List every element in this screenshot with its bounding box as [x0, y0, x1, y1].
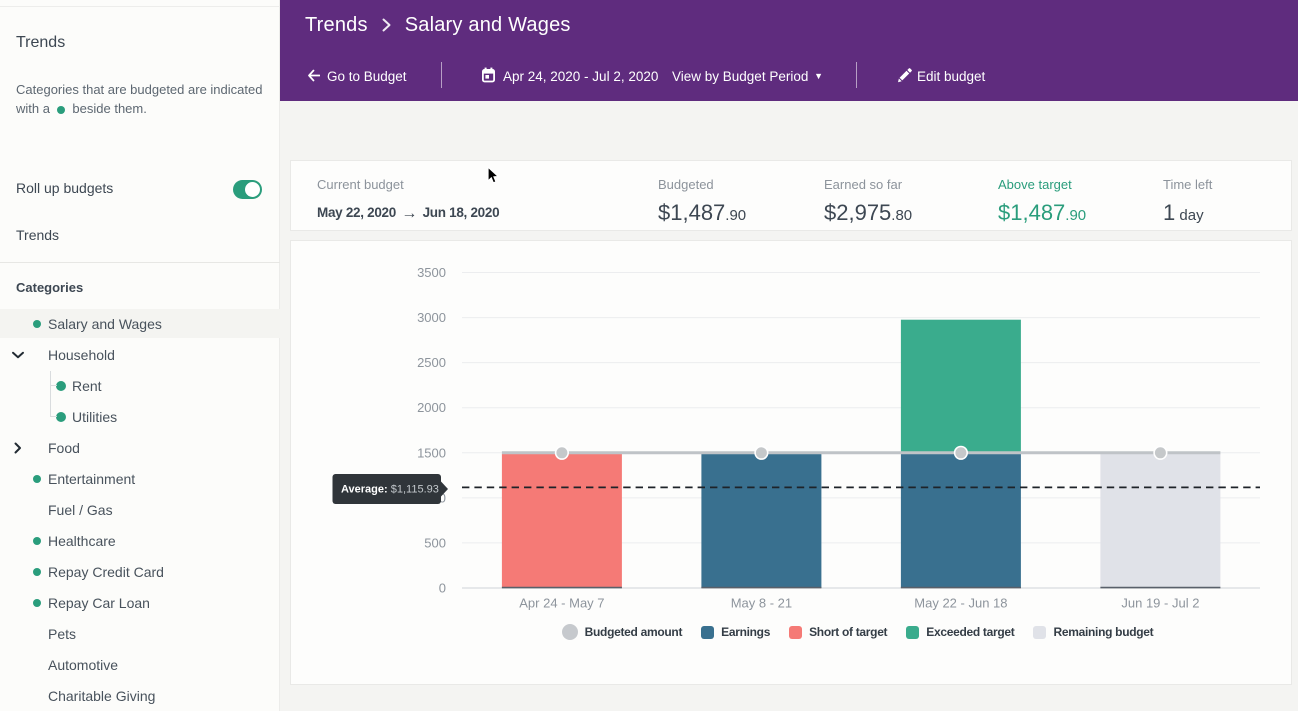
svg-text:Apr 24 - May 7: Apr 24 - May 7: [519, 596, 604, 611]
svg-text:1500: 1500: [417, 445, 446, 460]
svg-text:Jun 19 - Jul 2: Jun 19 - Jul 2: [1121, 596, 1199, 611]
svg-text:2000: 2000: [417, 400, 446, 415]
svg-text:May 8 - 21: May 8 - 21: [731, 596, 792, 611]
svg-text:3000: 3000: [417, 310, 446, 325]
svg-text:2500: 2500: [417, 355, 446, 370]
svg-text:0: 0: [439, 581, 446, 596]
svg-text:500: 500: [424, 535, 446, 550]
svg-text:May 22 - Jun 18: May 22 - Jun 18: [914, 596, 1007, 611]
svg-text:Average: $1,115.93: Average: $1,115.93: [341, 484, 439, 496]
svg-text:3500: 3500: [417, 265, 446, 280]
